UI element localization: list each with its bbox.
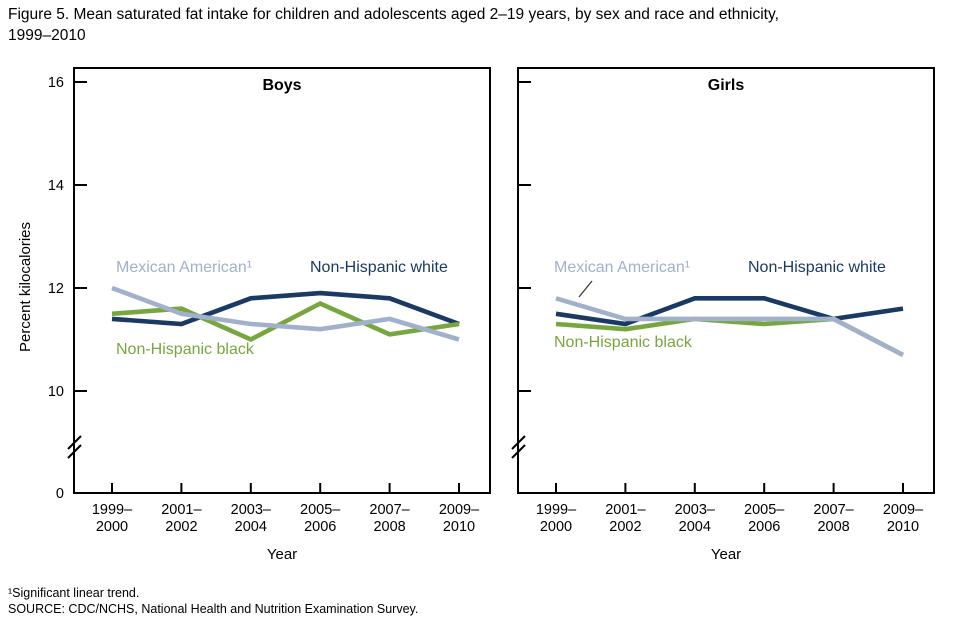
series-label-mexican_american-girls: Mexican American¹ xyxy=(554,259,690,276)
series-label-non_hispanic_white-girls: Non-Hispanic white xyxy=(748,259,886,276)
x-axis-title: Year xyxy=(711,546,741,563)
axis-break-slash xyxy=(67,435,82,450)
y-tick-label-zero: 0 xyxy=(56,486,64,502)
x-tick-label-line1: 2003– xyxy=(231,502,272,518)
x-tick-label-line2: 2008 xyxy=(373,519,405,535)
x-tick-label-line2: 2010 xyxy=(887,519,919,535)
x-tick-label-line1: 2007– xyxy=(369,502,410,518)
panel-girls: Girls1999–20002001–20022003–20042005–200… xyxy=(511,67,935,563)
footnote-source: SOURCE: CDC/NCHS, National Health and Nu… xyxy=(8,602,419,616)
series-line-mexican_american-girls xyxy=(555,296,905,358)
y-tick-label: 12 xyxy=(48,281,64,297)
x-tick-label-line1: 2005– xyxy=(744,502,785,518)
x-tick-label-line2: 2010 xyxy=(443,519,475,535)
x-tick-label-line1: 2001– xyxy=(161,502,202,518)
label-callout-line xyxy=(578,280,593,298)
x-tick-label-line2: 2002 xyxy=(609,519,641,535)
x-tick-label-line1: 2003– xyxy=(675,502,716,518)
x-tick-label-line1: 2005– xyxy=(300,502,341,518)
panel-boys: Boys 1999–2000 2001–2002 2003–2004 2005–2006… xyxy=(17,67,491,563)
y-tick-label: 10 xyxy=(48,384,64,400)
x-tick-label-line2: 2004 xyxy=(235,519,267,535)
x-tick-label-line2: 2000 xyxy=(540,519,572,535)
x-tick-label-line2: 2002 xyxy=(165,519,197,535)
series-line-mexican_american-boys xyxy=(111,285,460,342)
panel-frame xyxy=(517,67,935,494)
panel-title-boys: Boys xyxy=(262,77,301,94)
x-tick-label-line1: 2001– xyxy=(605,502,646,518)
series-line-non_hispanic_white-boys xyxy=(111,290,460,327)
x-tick-label-line1: 2009– xyxy=(883,502,924,518)
series-label-non_hispanic_black-girls: Non-Hispanic black xyxy=(554,334,693,351)
x-tick-label-line1: 2009– xyxy=(439,502,480,518)
x-tick-label-line1: 1999– xyxy=(536,502,577,518)
figure-title: Figure 5. Mean saturated fat intake for … xyxy=(8,5,948,47)
series-label-mexican_american-boys: Mexican American¹ xyxy=(116,259,252,276)
x-tick-label-line2: 2008 xyxy=(817,519,849,535)
axis-break-slash xyxy=(511,444,526,459)
panel-frame xyxy=(73,67,491,494)
x-axis-title: Year xyxy=(267,546,297,563)
axis-break-slash xyxy=(511,435,526,450)
series-label-non_hispanic_white-boys: Non-Hispanic white xyxy=(310,259,448,276)
series-label-non_hispanic_black-boys: Non-Hispanic black xyxy=(116,341,255,358)
series-line-non_hispanic_white-girls xyxy=(555,295,904,327)
x-tick-label-line1: 2007– xyxy=(813,502,854,518)
y-tick-label: 16 xyxy=(48,75,64,91)
x-tick-label-line1: 1999– xyxy=(92,502,133,518)
axis-break-slash xyxy=(67,444,82,459)
x-tick-label-line2: 2000 xyxy=(96,519,128,535)
x-tick-label-line2: 2006 xyxy=(748,519,780,535)
panel-title-girls: Girls xyxy=(708,77,745,94)
figure-title-line2: 1999–2010 xyxy=(8,26,86,44)
figure-title-line1: Figure 5. Mean saturated fat intake for … xyxy=(8,6,779,23)
y-tick-label: 14 xyxy=(48,178,64,194)
footnote-trend: ¹Significant linear trend. xyxy=(8,586,140,600)
x-tick-label-line2: 2006 xyxy=(304,519,336,535)
y-axis-title: Percent kilocalories xyxy=(17,222,34,352)
x-tick-label-line2: 2004 xyxy=(679,519,711,535)
